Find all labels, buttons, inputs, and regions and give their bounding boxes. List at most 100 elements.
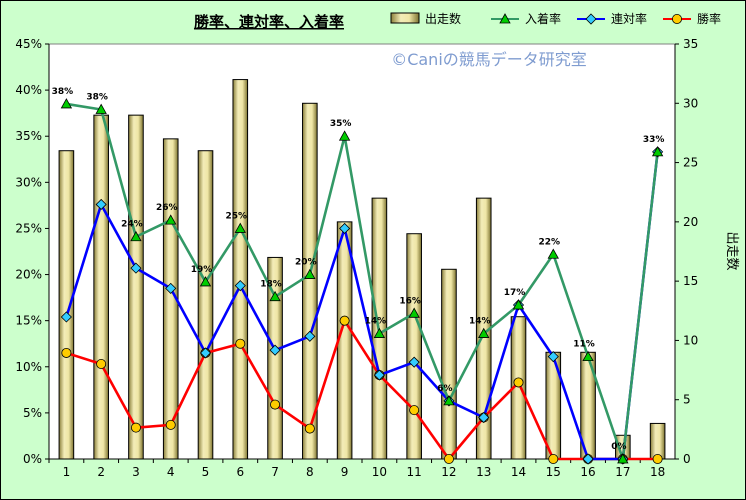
data-label-10: 14% [365, 317, 387, 327]
x-tick-label: 2 [97, 465, 105, 479]
y-left-tick-label: 30% [15, 175, 42, 189]
data-label-2: 38% [86, 92, 108, 102]
point-勝率-9 [339, 315, 350, 326]
point-入着率-7 [269, 290, 281, 302]
y-left-tick-label: 25% [15, 221, 42, 235]
y-left-tick-label: 45% [15, 37, 42, 51]
y-left-tick-label: 10% [15, 360, 42, 374]
x-tick-label: 18 [650, 465, 665, 479]
point-連対率-6 [234, 280, 246, 292]
point-連対率-11 [408, 356, 420, 368]
data-label-9: 35% [330, 119, 352, 129]
point-連対率-16 [582, 453, 594, 465]
plot-area [48, 43, 676, 460]
point-入着率-15 [547, 248, 559, 259]
x-tick-label: 9 [341, 465, 349, 479]
bar-12 [441, 268, 457, 460]
point-連対率-2 [95, 198, 107, 211]
point-勝率-3 [130, 422, 141, 433]
point-勝率-8 [304, 423, 315, 434]
legend-item-連対率: 連対率 [577, 11, 647, 26]
x-tick-label: 4 [167, 465, 175, 479]
x-tick-label: 8 [306, 465, 314, 479]
series-line-勝率 [65, 319, 658, 461]
y-right-tick-label: 30 [683, 96, 698, 110]
point-連対率-9 [339, 222, 351, 235]
point-入着率-12 [443, 395, 455, 406]
data-label-3: 24% [121, 220, 143, 230]
point-勝率-2 [96, 359, 107, 370]
x-tick-label: 11 [407, 465, 422, 479]
chart-title: 勝率、連対率、入着率 [194, 13, 344, 31]
point-連対率-7 [269, 344, 281, 356]
point-入着率-1 [60, 98, 73, 109]
y-right-tick-label: 0 [683, 452, 691, 466]
point-入着率-5 [199, 276, 212, 287]
x-tick-label: 12 [441, 465, 456, 479]
point-連対率-4 [165, 282, 177, 294]
x-tick-label: 17 [615, 465, 630, 479]
legend-label-bars: 出走数 [425, 11, 461, 26]
bar-2 [93, 114, 109, 460]
point-連対率-13 [478, 411, 490, 424]
bar-18 [649, 422, 666, 460]
x-tick-label: 10 [372, 465, 387, 479]
point-連対率-1 [60, 311, 72, 323]
x-tick-label: 1 [63, 465, 71, 479]
point-入着率-10 [373, 327, 386, 338]
data-label-16: 11% [573, 340, 595, 350]
x-tick-label: 5 [202, 465, 210, 479]
y-right-tick-label: 25 [683, 156, 698, 170]
point-勝率-4 [165, 419, 176, 430]
x-tick-label: 7 [271, 465, 279, 479]
data-label-1: 38% [52, 87, 74, 97]
legend-item-入着率: 入着率 [491, 11, 561, 26]
point-勝率-11 [409, 405, 420, 416]
x-tick-label: 6 [236, 465, 244, 479]
data-label-5: 19% [191, 265, 213, 275]
y-right-tick-label: 20 [683, 215, 698, 229]
bar-3 [128, 114, 144, 460]
y-left-tick-label: 40% [15, 83, 42, 97]
watermark-text: ©Caniの競馬データ研究室 [391, 50, 587, 69]
data-label-18: 33% [643, 135, 665, 145]
legend-item-勝率: 勝率 [663, 11, 721, 26]
point-連対率-3 [130, 262, 142, 274]
point-勝率-1 [61, 347, 72, 358]
bar-8 [302, 102, 318, 460]
legend-item-bars: 出走数 [390, 11, 461, 26]
series-line-連対率 [65, 151, 659, 461]
series-line-入着率 [66, 102, 659, 461]
point-入着率-2 [95, 103, 107, 114]
y-left-tick-label: 35% [15, 129, 42, 143]
y-left-tick-label: 15% [15, 314, 42, 328]
point-入着率-6 [234, 222, 246, 233]
legend-label-連対率: 連対率 [611, 11, 647, 26]
y-left-tick-label: 20% [15, 268, 42, 282]
bar-1 [58, 150, 75, 460]
y-right-tick-label: 35 [683, 37, 698, 51]
y-right-tick-label: 15 [683, 274, 698, 288]
point-入着率-13 [478, 327, 490, 338]
point-入着率-17 [617, 453, 629, 464]
x-tick-label: 16 [580, 465, 595, 479]
data-label-6: 25% [226, 211, 248, 221]
point-勝率-7 [270, 399, 281, 410]
bar-5 [197, 150, 214, 460]
legend-marker-入着率 [499, 13, 511, 24]
bar-6 [232, 79, 249, 460]
x-tick-label: 13 [476, 465, 491, 479]
point-入着率-11 [408, 307, 420, 318]
point-入着率-16 [582, 350, 594, 362]
data-label-13: 14% [469, 317, 491, 327]
x-tick-label: 14 [511, 465, 526, 479]
legend-label-入着率: 入着率 [525, 11, 561, 26]
y-right-tick-label: 10 [683, 333, 698, 347]
right-axis-label: 出走数 [724, 231, 739, 270]
point-連対率-5 [199, 347, 212, 359]
legend-swatch-bars [390, 12, 420, 24]
point-勝率-15 [548, 453, 559, 464]
data-label-17: 0% [611, 442, 626, 452]
